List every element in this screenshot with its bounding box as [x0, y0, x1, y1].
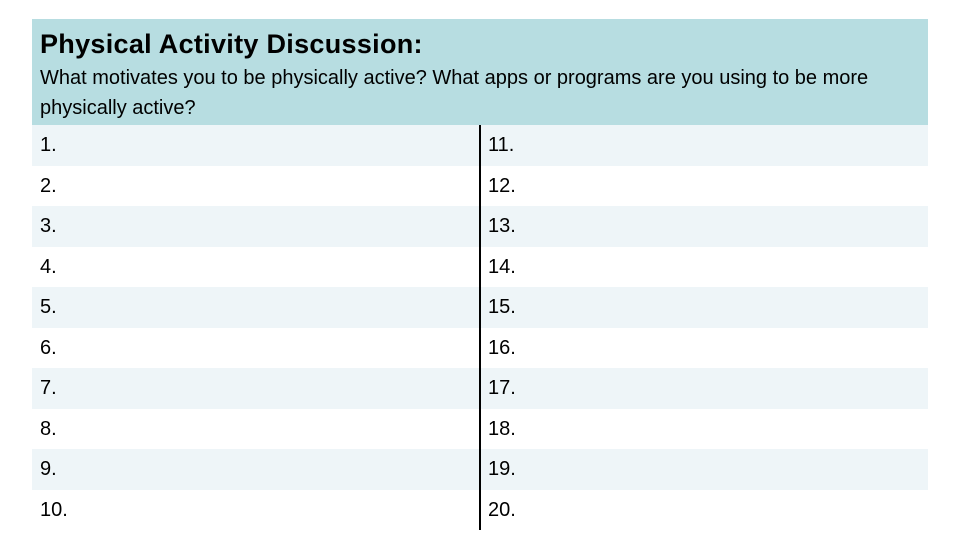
table-cell-right[interactable]: 13.	[488, 215, 516, 238]
table-cell-right[interactable]: 19.	[488, 458, 516, 481]
table-cell-left[interactable]: 9.	[40, 458, 57, 481]
page-title: Physical Activity Discussion:	[40, 29, 423, 59]
table-cell-left[interactable]: 5.	[40, 296, 57, 319]
table-cell-right[interactable]: 11.	[488, 134, 515, 157]
table-cell-right[interactable]: 15.	[488, 296, 516, 319]
table-cell-left[interactable]: 1.	[40, 134, 57, 157]
table-cell-left[interactable]: 4.	[40, 255, 57, 278]
discussion-table: Physical Activity Discussion: What motiv…	[32, 19, 928, 530]
table-cell-left[interactable]: 3.	[40, 215, 57, 238]
table-header: Physical Activity Discussion: What motiv…	[32, 19, 928, 125]
table-cell-left[interactable]: 6.	[40, 336, 57, 359]
table-cell-left[interactable]: 7.	[40, 377, 57, 400]
table-cell-right[interactable]: 16.	[488, 336, 516, 359]
table-cell-left[interactable]: 2.	[40, 174, 57, 197]
table-body: 1. 11. 2. 12. 3. 13. 4. 14. 5. 15. 6. 16…	[32, 125, 928, 530]
table-cell-right[interactable]: 18.	[488, 417, 516, 440]
table-cell-right[interactable]: 20.	[488, 498, 516, 521]
discussion-prompt: What motivates you to be physically acti…	[40, 67, 869, 119]
table-cell-right[interactable]: 12.	[488, 174, 516, 197]
table-cell-left[interactable]: 10.	[40, 498, 68, 521]
table-cell-right[interactable]: 14.	[488, 255, 516, 278]
column-divider	[479, 125, 481, 530]
table-cell-left[interactable]: 8.	[40, 417, 57, 440]
table-cell-right[interactable]: 17.	[488, 377, 516, 400]
